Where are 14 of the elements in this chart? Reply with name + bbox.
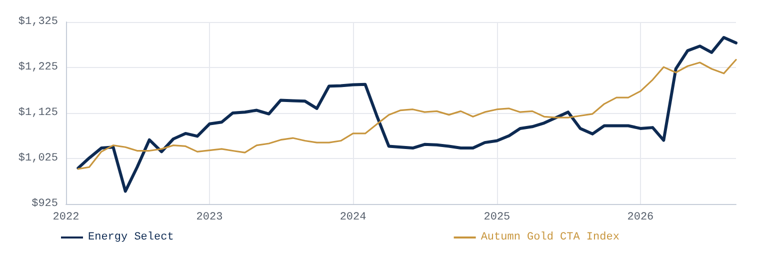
- x-tick-label: 2022: [52, 212, 80, 224]
- x-tick-label: 2023: [196, 212, 223, 224]
- x-tick-label: 2026: [627, 212, 654, 224]
- x-tick-label: 2024: [340, 212, 367, 224]
- y-tick-label: $1,325: [18, 16, 58, 28]
- y-tick-label: $1,225: [18, 62, 58, 74]
- y-tick-label: $1,025: [18, 152, 58, 164]
- legend-label: Autumn Gold CTA Index: [480, 232, 620, 244]
- line-series: [76, 36, 738, 193]
- line-series: [77, 58, 737, 170]
- x-tick-label: 2025: [484, 212, 510, 224]
- y-tick-label: $1,125: [18, 107, 58, 119]
- legend-label: Energy Select: [88, 232, 174, 244]
- y-tick-label: $925: [32, 198, 58, 210]
